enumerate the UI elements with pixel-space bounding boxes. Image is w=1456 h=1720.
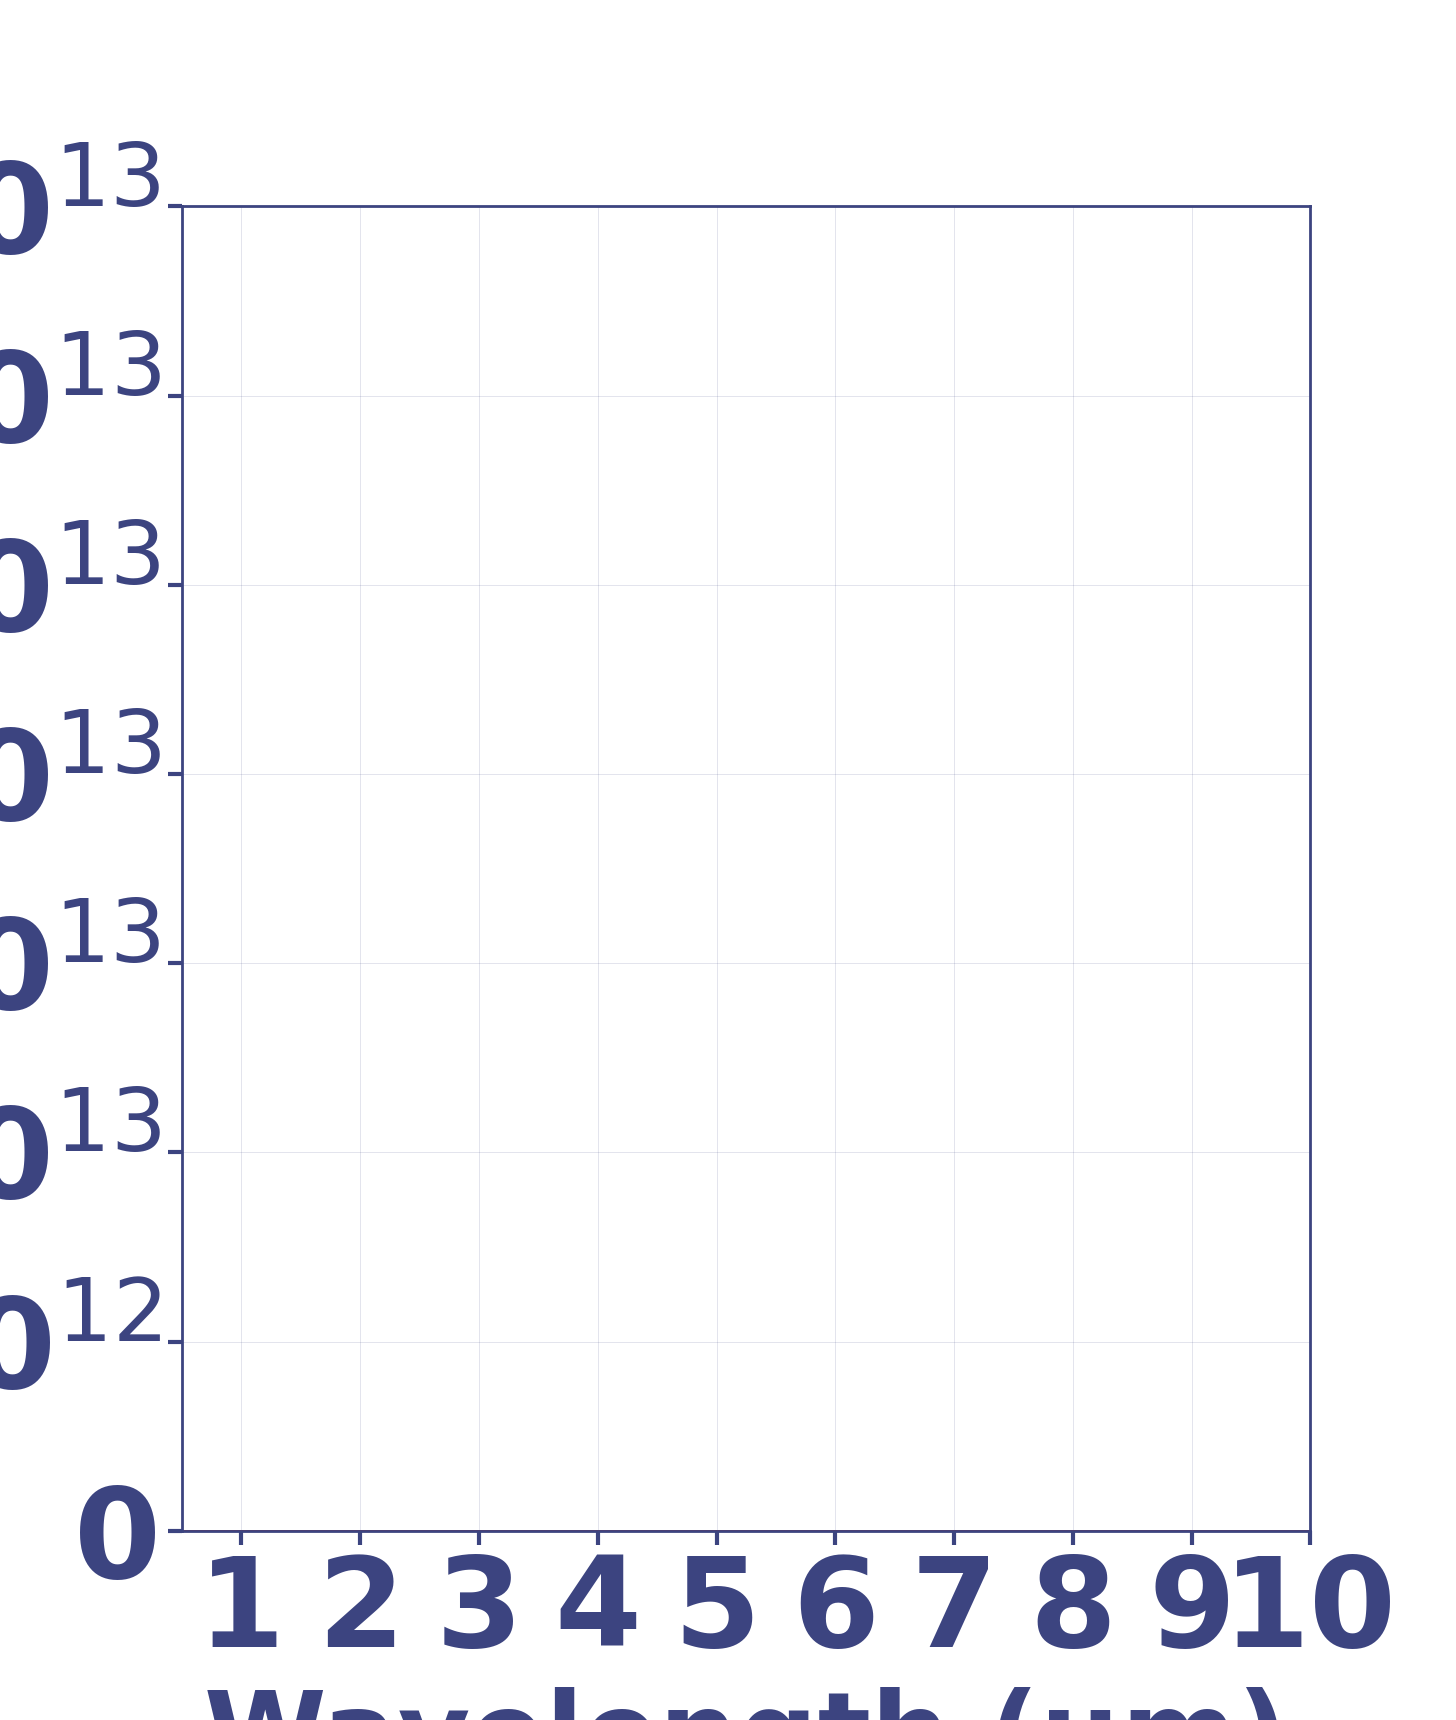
X-axis label: Wavelength (μm): Wavelength (μm) [204,1687,1289,1720]
